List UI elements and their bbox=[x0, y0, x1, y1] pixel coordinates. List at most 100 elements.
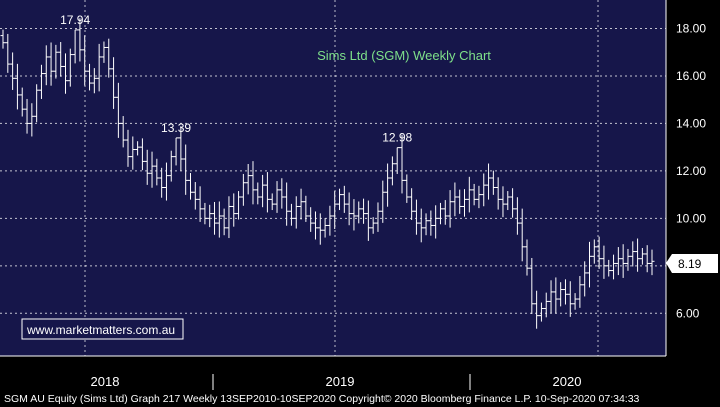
ohlc-bar bbox=[423, 213, 429, 236]
ohlc-bar bbox=[115, 82, 121, 138]
footer-text: SGM AU Equity (Sims Ltd) Graph 217 Weekl… bbox=[4, 393, 640, 405]
ohlc-bar bbox=[43, 45, 49, 86]
ohlc-bar bbox=[611, 254, 617, 280]
ohlc-bar bbox=[38, 64, 44, 99]
ohlc-bar bbox=[130, 136, 136, 170]
ohlc-bar bbox=[394, 147, 400, 174]
ohlc-bar bbox=[106, 38, 112, 78]
ohlc-bar bbox=[341, 185, 347, 213]
ohlc-bar bbox=[385, 163, 391, 207]
ohlc-bar bbox=[221, 208, 227, 236]
ohlc-bar bbox=[139, 138, 145, 171]
ohlc-bar bbox=[548, 280, 554, 314]
ohlc-bar bbox=[404, 174, 410, 203]
ohlc-bar bbox=[34, 84, 40, 123]
y-tick-label: 6.00 bbox=[676, 306, 700, 320]
website-label[interactable]: www.marketmatters.com.au bbox=[26, 323, 175, 337]
last-price-value: 8.19 bbox=[678, 257, 702, 271]
ohlc-bar bbox=[168, 150, 174, 182]
ohlc-bar bbox=[543, 292, 549, 318]
ohlc-bar bbox=[159, 167, 165, 198]
ohlc-bar bbox=[409, 188, 415, 221]
ohlc-bar bbox=[601, 245, 607, 279]
ohlc-bar bbox=[625, 248, 631, 271]
ohlc-bar bbox=[562, 279, 568, 305]
ohlc-bar bbox=[567, 281, 573, 317]
ohlc-bar bbox=[14, 63, 20, 110]
ohlc-bar bbox=[317, 213, 323, 245]
ohlc-bar bbox=[510, 188, 516, 218]
y-tick-label: 18.00 bbox=[676, 21, 706, 35]
ohlc-bar bbox=[534, 290, 540, 329]
ohlc-bar bbox=[615, 247, 621, 276]
x-tick-label: 2020 bbox=[553, 374, 582, 389]
ohlc-bar bbox=[620, 244, 626, 278]
ohlc-bar bbox=[236, 191, 242, 220]
website-label-box[interactable]: www.marketmatters.com.au bbox=[21, 318, 184, 340]
ohlc-bar bbox=[197, 186, 203, 222]
y-tick-label: 14.00 bbox=[676, 116, 706, 130]
ohlc-bar bbox=[361, 198, 367, 224]
ohlc-bar bbox=[82, 35, 88, 86]
ohlc-bar bbox=[639, 248, 645, 265]
ohlc-bar bbox=[91, 68, 97, 94]
ohlc-bar bbox=[87, 63, 93, 91]
ohlc-bar bbox=[48, 42, 54, 86]
ohlc-bar bbox=[135, 141, 141, 156]
ohlc-bar bbox=[471, 183, 477, 206]
ohlc-bar bbox=[346, 192, 352, 226]
ohlc-bar bbox=[226, 196, 232, 239]
ohlc-bar bbox=[255, 182, 261, 205]
ohlc-bar bbox=[250, 161, 256, 205]
gridlines bbox=[0, 0, 666, 356]
ohlc-bar bbox=[111, 57, 117, 109]
y-tick-label: 16.00 bbox=[676, 69, 706, 83]
ohlc-bar bbox=[62, 53, 68, 94]
price-annotation: 13.39 bbox=[161, 121, 191, 135]
ohlc-bar bbox=[370, 217, 376, 234]
ohlc-bar bbox=[149, 151, 155, 188]
ohlc-bar bbox=[187, 173, 193, 200]
ohlc-bar bbox=[582, 261, 588, 297]
ohlc-bar bbox=[413, 199, 419, 235]
ohlc-bar bbox=[322, 218, 328, 238]
ohlc-bar bbox=[380, 180, 386, 223]
ohlc-bar bbox=[437, 202, 443, 225]
ohlc-bar bbox=[154, 158, 160, 186]
ohlc-bar bbox=[312, 211, 318, 240]
ohlc-bar bbox=[163, 162, 169, 201]
ohlc-bar bbox=[428, 210, 434, 236]
ohlc-bar bbox=[19, 87, 25, 117]
ohlc-bar bbox=[433, 205, 439, 239]
price-annotation: 17.94 bbox=[60, 13, 90, 27]
plot-area bbox=[0, 0, 666, 356]
ohlc-bar bbox=[245, 163, 251, 195]
x-axis: 2018 2019 2020 bbox=[0, 355, 666, 390]
ohlc-bar bbox=[67, 48, 73, 87]
ohlc-bar bbox=[447, 190, 453, 228]
ohlc-bar bbox=[529, 257, 535, 314]
ohlc-bar bbox=[500, 186, 506, 218]
ohlc-bar bbox=[462, 189, 468, 217]
ohlc-bar bbox=[260, 174, 266, 208]
ohlc-bar bbox=[274, 181, 280, 213]
ohlc-bar bbox=[327, 205, 333, 236]
ohlc-bar bbox=[558, 282, 564, 307]
ohlc-bar bbox=[442, 200, 448, 225]
ohlc-bar bbox=[596, 236, 602, 269]
ohlc-bar bbox=[10, 52, 16, 90]
x-tick-label: 2018 bbox=[91, 374, 120, 389]
ohlc-bar bbox=[332, 191, 338, 230]
ohlc-bar bbox=[418, 208, 424, 243]
ohlc-bar bbox=[389, 156, 395, 186]
x-tick-label: 2019 bbox=[326, 374, 355, 389]
ohlc-bar bbox=[572, 293, 578, 310]
ohlc-bar bbox=[375, 202, 381, 232]
website-label-border bbox=[21, 318, 184, 340]
chart-title: Sims Ltd (SGM) Weekly Chart bbox=[317, 48, 491, 63]
ohlc-bar bbox=[173, 137, 179, 166]
ohlc-bar bbox=[649, 249, 655, 276]
ohlc-bar bbox=[476, 185, 482, 209]
ohlc-bar bbox=[24, 98, 30, 134]
ohlc-bar bbox=[505, 191, 511, 211]
